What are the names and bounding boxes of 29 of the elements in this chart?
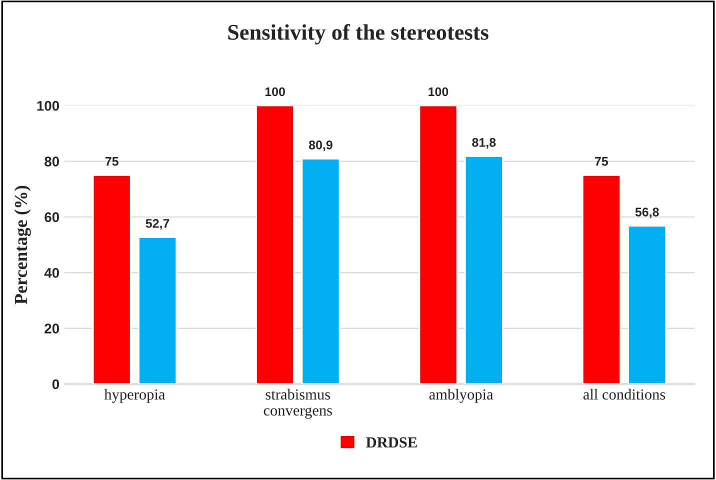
bar (301, 158, 340, 384)
x-tick-label: strabismus convergens (264, 388, 332, 419)
data-label: 80,9 (308, 140, 332, 152)
data-label: 81,8 (472, 138, 496, 149)
bar (628, 225, 667, 384)
y-axis-title: Percentage (%) (14, 186, 31, 304)
y-tick-label: 20 (44, 324, 60, 334)
x-tick-label: amblyopia (429, 388, 494, 403)
bar (418, 106, 458, 384)
data-label: 100 (428, 87, 448, 96)
data-label: 56,8 (635, 208, 659, 218)
y-tick-label: 0 (52, 379, 60, 390)
bar (464, 156, 504, 384)
y-tick-label: 100 (37, 100, 60, 111)
data-label: 75 (595, 157, 608, 166)
data-label: 52,7 (146, 219, 170, 230)
bar (92, 174, 132, 384)
x-tick-label: all conditions (583, 388, 666, 400)
y-tick-label: 80 (44, 156, 60, 166)
bar (256, 106, 294, 384)
data-label: 100 (265, 87, 285, 96)
legend-label: DRDSE (366, 437, 417, 448)
bar (582, 174, 621, 384)
data-label: 75 (105, 157, 118, 166)
y-tick-label: 40 (44, 268, 60, 278)
bar (138, 236, 177, 384)
y-tick-label: 60 (44, 212, 60, 222)
x-tick-label: hyperopia (104, 388, 166, 403)
chart-title: Sensitivity of the stereotests (228, 24, 488, 44)
